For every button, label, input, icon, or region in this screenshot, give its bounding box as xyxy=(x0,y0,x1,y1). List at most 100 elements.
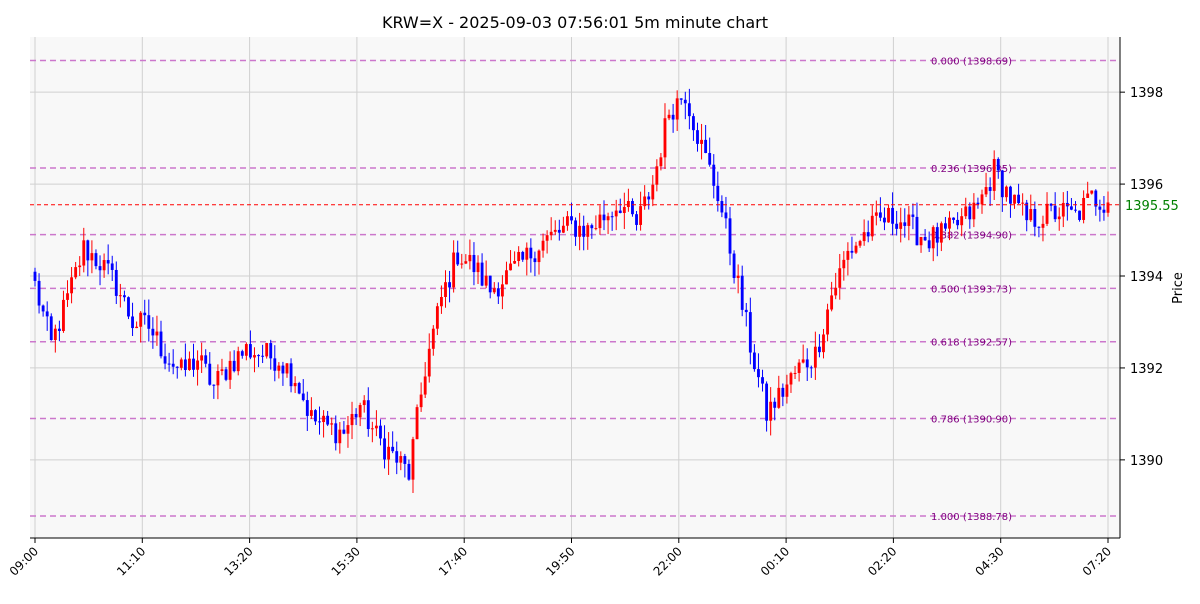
candle xyxy=(407,459,411,481)
x-tick-label: 04:30 xyxy=(972,544,1006,578)
candle xyxy=(651,175,655,207)
candle xyxy=(196,350,199,386)
candle-body xyxy=(301,393,305,401)
candle xyxy=(1057,207,1061,231)
y-tick-label: 1392 xyxy=(1130,362,1163,377)
candle xyxy=(736,264,740,294)
candle-body xyxy=(578,225,582,237)
candle xyxy=(1000,169,1004,212)
candle xyxy=(728,206,732,266)
candle xyxy=(452,240,456,293)
candle-body xyxy=(610,216,614,218)
candle-body xyxy=(326,415,330,425)
candle xyxy=(765,381,769,432)
candle-body xyxy=(431,328,435,349)
candle-body xyxy=(842,259,846,269)
candle-body xyxy=(94,253,98,267)
candle xyxy=(919,236,923,253)
fib-label: 0.500 (1393.73) xyxy=(931,284,1012,295)
x-tick-label: 02:20 xyxy=(865,544,899,578)
candle-body xyxy=(293,383,297,387)
candle xyxy=(757,353,760,388)
candle xyxy=(314,409,317,425)
candle xyxy=(761,369,764,392)
candle xyxy=(492,282,496,295)
candle xyxy=(1021,193,1025,216)
candle-body xyxy=(90,253,94,261)
candle xyxy=(785,374,789,404)
current-price-label: 1395.55 xyxy=(1125,199,1179,214)
candle-body xyxy=(188,358,191,370)
candle xyxy=(553,220,557,235)
candle-body xyxy=(1069,206,1073,210)
candle xyxy=(188,351,191,371)
candle xyxy=(570,202,573,225)
candle-body xyxy=(86,240,90,261)
candle xyxy=(927,231,931,252)
candle xyxy=(895,210,899,236)
candle xyxy=(358,402,362,427)
candle-body xyxy=(561,225,565,233)
candle-body xyxy=(728,218,732,254)
candle-body xyxy=(435,306,439,329)
candle-body xyxy=(801,359,805,363)
candle xyxy=(448,270,451,303)
candle xyxy=(163,343,167,370)
candle xyxy=(618,198,622,214)
candle xyxy=(285,363,289,378)
candle-body xyxy=(781,387,785,397)
candle xyxy=(1041,215,1045,242)
candle xyxy=(297,381,301,395)
candle-body xyxy=(143,312,147,316)
candle xyxy=(635,211,638,231)
candle xyxy=(911,203,915,230)
candle-body xyxy=(488,275,492,293)
candle-body xyxy=(232,360,236,372)
candle xyxy=(964,197,968,220)
candle xyxy=(960,208,964,237)
candle xyxy=(257,354,260,368)
candle-body xyxy=(183,359,187,370)
candle xyxy=(874,200,878,226)
candle-body xyxy=(334,423,338,444)
candle-body xyxy=(683,99,687,104)
candle-body xyxy=(935,227,939,243)
x-tick-label: 00:10 xyxy=(758,544,792,578)
candle-body xyxy=(261,355,265,357)
candle-body xyxy=(318,421,321,423)
candle-body xyxy=(1074,209,1077,211)
candle-body xyxy=(956,219,960,226)
candle xyxy=(322,410,325,438)
candle xyxy=(70,267,74,304)
candle xyxy=(236,346,240,376)
candle xyxy=(114,261,118,305)
candle xyxy=(261,344,265,364)
candle xyxy=(590,223,594,239)
candle xyxy=(724,196,728,229)
candle xyxy=(655,159,659,192)
candle xyxy=(683,91,687,120)
candle xyxy=(667,109,671,121)
candle-body xyxy=(659,157,663,167)
candle-body xyxy=(931,227,935,249)
candle-body xyxy=(1094,190,1098,207)
candle xyxy=(639,191,643,231)
candle-body xyxy=(57,328,61,331)
candle xyxy=(793,365,797,380)
candle xyxy=(460,253,464,269)
candle-body xyxy=(647,196,651,200)
candle xyxy=(704,124,708,154)
candle xyxy=(1037,226,1041,238)
candle xyxy=(805,348,809,381)
y-tick-label: 1390 xyxy=(1130,454,1163,469)
candle-body xyxy=(602,214,606,221)
candle xyxy=(62,290,65,333)
candle-body xyxy=(147,315,151,329)
candle-body xyxy=(716,185,720,202)
candle-body xyxy=(895,223,899,229)
candle-body xyxy=(370,428,374,430)
candle-body xyxy=(98,266,102,271)
candle xyxy=(505,261,508,285)
candle xyxy=(614,199,618,231)
